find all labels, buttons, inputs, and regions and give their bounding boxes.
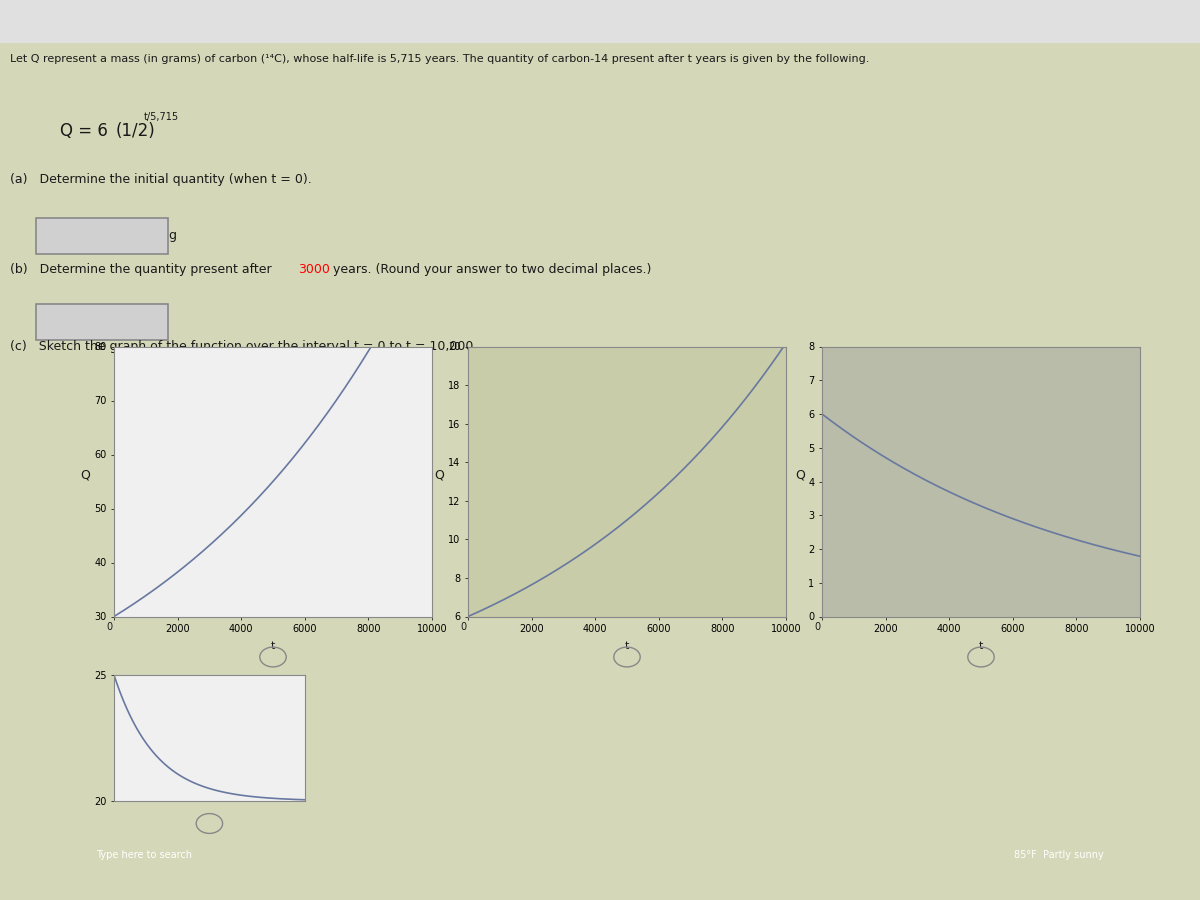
Text: 85°F  Partly sunny: 85°F Partly sunny: [1014, 850, 1104, 860]
FancyBboxPatch shape: [36, 304, 168, 340]
Text: g: g: [168, 230, 176, 242]
Text: 3000: 3000: [298, 263, 330, 275]
Text: Type here to search: Type here to search: [96, 850, 192, 860]
Text: (b)   Determine the quantity present after: (b) Determine the quantity present after: [10, 263, 275, 275]
Text: t: t: [979, 641, 983, 651]
Text: t/5,715: t/5,715: [144, 112, 179, 122]
Bar: [0, 0, 1200, 43]
Text: 0: 0: [461, 622, 467, 632]
Text: (c)   Sketch the graph of the function over the interval t = 0 to t = 10,000.: (c) Sketch the graph of the function ove…: [10, 340, 476, 353]
Text: 0: 0: [107, 622, 113, 632]
Y-axis label: Q: Q: [434, 469, 444, 482]
Text: (a)   Determine the initial quantity (when t = 0).: (a) Determine the initial quantity (when…: [10, 173, 311, 185]
Text: t: t: [271, 641, 275, 651]
Y-axis label: Q: Q: [794, 469, 805, 482]
Text: 0: 0: [815, 622, 821, 632]
Text: (1/2): (1/2): [115, 122, 155, 140]
FancyBboxPatch shape: [36, 218, 168, 254]
Text: years. (Round your answer to two decimal places.): years. (Round your answer to two decimal…: [329, 263, 652, 275]
Text: t: t: [625, 641, 629, 651]
Text: Q = 6: Q = 6: [60, 122, 108, 140]
Y-axis label: Q: Q: [80, 469, 90, 482]
Text: Let Q represent a mass (in grams) of carbon (¹⁴C), whose half-life is 5,715 year: Let Q represent a mass (in grams) of car…: [10, 54, 869, 64]
